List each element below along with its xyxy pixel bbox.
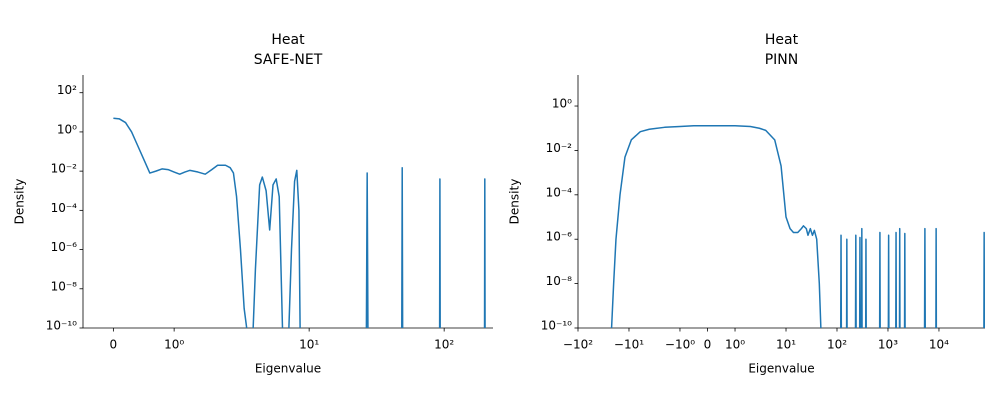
y-tick-label: 10⁻² (51, 162, 78, 176)
x-tick-label: 10¹ (299, 338, 319, 352)
data-line (113, 117, 486, 328)
x-axis-label: Eigenvalue (748, 362, 814, 376)
y-tick-label: 10⁰ (552, 97, 572, 111)
y-tick-label: 10⁻¹⁰ (541, 319, 572, 333)
x-tick-label: −10¹ (614, 338, 644, 352)
x-tick-label: 10⁰ (725, 338, 745, 352)
x-tick-label: 0 (704, 338, 712, 352)
y-tick-label: 10⁻⁸ (51, 279, 78, 293)
y-axis-label: Density (13, 179, 27, 225)
y-tick-label: 10⁻¹⁰ (46, 319, 77, 333)
x-tick-label: 10² (434, 338, 454, 352)
chart-subtitle: PINN (765, 52, 799, 68)
y-axis-label: Density (508, 179, 522, 225)
y-tick-label: 10⁻⁶ (51, 240, 78, 254)
chart-subtitle: SAFE-NET (254, 52, 323, 68)
chart-title: Heat (271, 32, 305, 48)
chart-title: Heat (765, 32, 799, 48)
data-line (610, 124, 985, 328)
y-tick-label: 10⁰ (57, 122, 77, 136)
y-tick-label: 10⁻⁶ (546, 230, 573, 244)
x-tick-label: −10⁰ (665, 338, 695, 352)
y-tick-label: 10⁻⁸ (546, 274, 573, 288)
x-tick-label: 10⁰ (164, 338, 184, 352)
y-tick-label: 10⁻⁴ (51, 201, 78, 215)
x-tick-label: 10³ (878, 338, 898, 352)
x-axis-label: Eigenvalue (255, 362, 321, 376)
y-tick-label: 10² (57, 83, 77, 97)
x-tick-label: 0 (110, 338, 118, 352)
x-tick-label: −10² (563, 338, 593, 352)
x-tick-label: 10⁴ (929, 338, 949, 352)
x-tick-label: 10² (827, 338, 847, 352)
y-tick-label: 10⁻⁴ (546, 185, 573, 199)
y-tick-label: 10⁻² (546, 141, 573, 155)
x-tick-label: 10¹ (776, 338, 796, 352)
